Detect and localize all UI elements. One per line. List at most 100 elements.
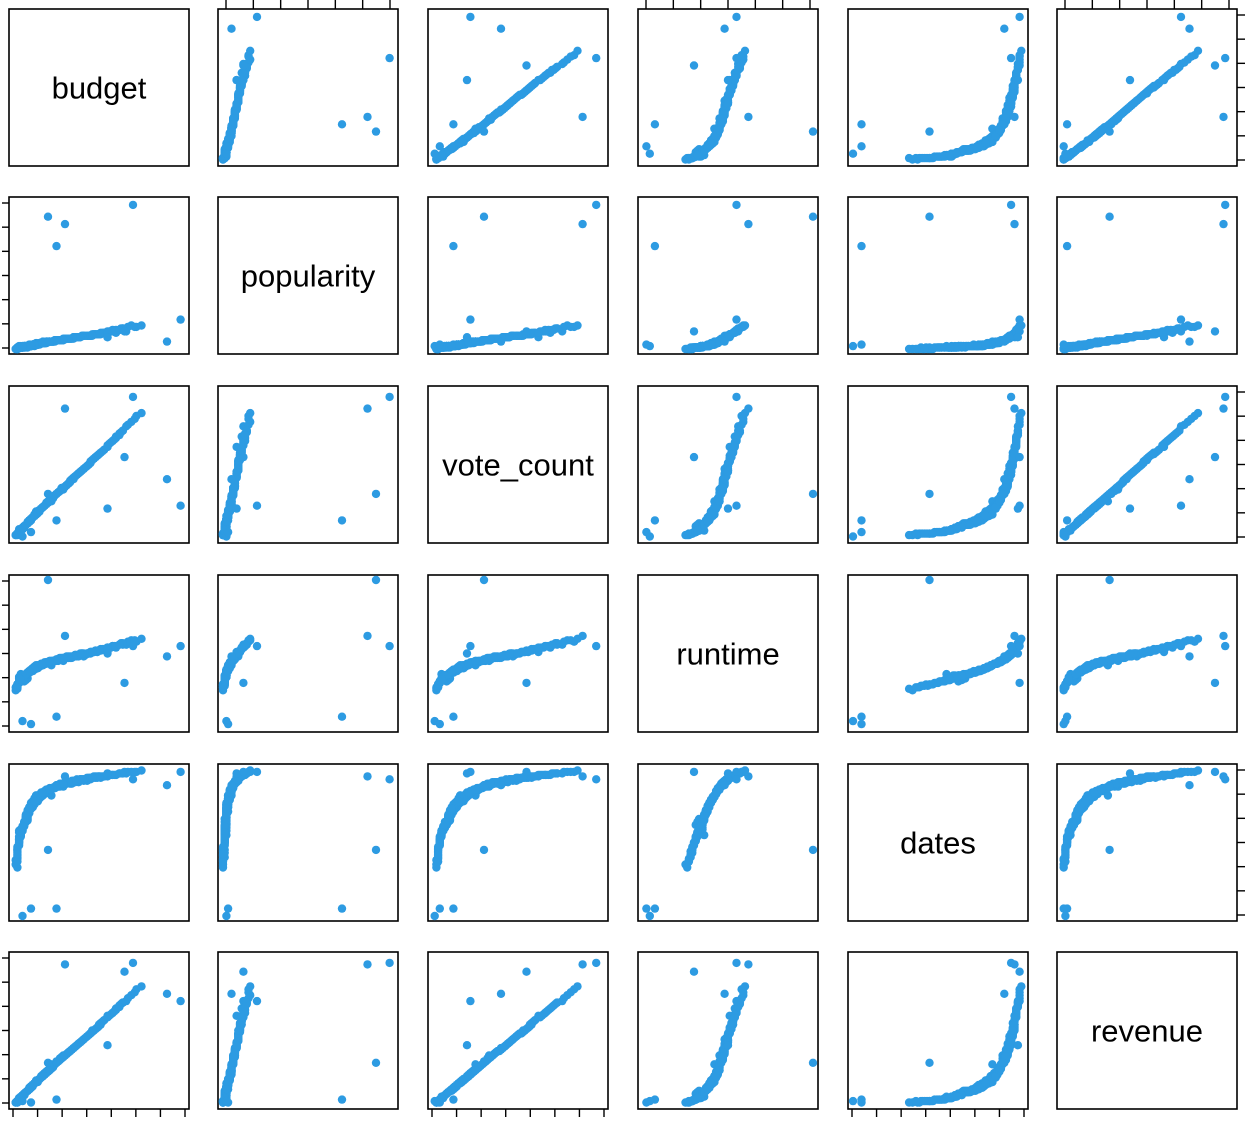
scatter-point-vote_count-vs-dates-284: [1006, 392, 1016, 402]
scatter-point-budget-vs-dates-212: [920, 153, 929, 163]
scatter-point-budget-vs-dates-274: [1006, 99, 1016, 108]
scatter-point-budget-vs-revenue-282: [1074, 143, 1084, 152]
scatter-point-vote_count-vs-popularity-257: [246, 408, 255, 418]
scatter-point-vote_count-vs-dates-279: [995, 497, 1004, 506]
scatter-point-vote_count-vs-popularity-282: [222, 517, 231, 526]
scatter-point-budget-vs-runtime-279: [715, 125, 724, 135]
scatter-point-vote_count-vs-revenue-291: [1125, 504, 1135, 513]
scatter-point-vote_count-vs-dates-287: [1010, 404, 1019, 413]
scatter-point-vote_count-vs-dates-289: [848, 532, 858, 541]
scatter-point-budget-vs-vote_count-280: [454, 139, 463, 148]
scatter-point-budget-vs-vote_count-276: [464, 131, 473, 141]
scatter-point-runtime-vs-budget-271: [115, 640, 124, 649]
scatter-point-vote_count-vs-popularity-288: [337, 516, 347, 525]
scatter-point-budget-vs-revenue-288: [1062, 120, 1072, 129]
scatter-point-vote_count-vs-runtime-273: [717, 489, 726, 499]
scatter-point-popularity-vs-runtime-287: [744, 219, 753, 229]
scatter-point-vote_count-vs-dates-274: [1006, 467, 1016, 477]
scatter-point-budget-vs-vote_count-167: [559, 58, 569, 67]
scatter-point-budget-vs-dates-279: [995, 125, 1004, 135]
scatter-point-budget-vs-runtime-282: [703, 143, 712, 152]
scatter-point-budget-vs-dates-285: [1015, 61, 1024, 70]
panel-frame-vote_count-dates: [847, 385, 1029, 544]
scatter-point-budget-vs-runtime-289: [645, 149, 654, 158]
scatter-point-budget-vs-revenue-257: [1193, 46, 1203, 55]
scatter-point-budget-vs-runtime-287: [744, 112, 753, 122]
scatter-point-budget-vs-popularity-288: [337, 120, 347, 129]
scatter-point-vote_count-vs-runtime-288: [650, 516, 660, 525]
scatter-point-vote_count-vs-revenue-257: [1193, 408, 1203, 418]
scatter-point-popularity-vs-vote_count-285: [522, 327, 531, 336]
scatter-point-budget-vs-dates-292: [1000, 24, 1009, 33]
scatter-point-budget-vs-vote_count-284: [592, 53, 601, 63]
scatter-point-budget-vs-revenue-283: [1176, 12, 1186, 22]
scatter-point-vote_count-vs-popularity-287: [363, 404, 372, 413]
scatter-point-popularity-vs-revenue-273: [1105, 336, 1114, 345]
scatter-point-vote_count-vs-dates-281: [1012, 442, 1021, 452]
scatter-point-vote_count-vs-dates-273: [998, 489, 1007, 499]
scatter-point-vote_count-vs-revenue-285: [1210, 452, 1220, 462]
scatter-point-budget-vs-revenue-291: [1125, 75, 1135, 85]
scatter-point-popularity-vs-revenue-285: [1210, 327, 1220, 336]
scatter-point-popularity-vs-dates-289: [848, 341, 858, 351]
scatter-point-popularity-vs-revenue-287: [1219, 219, 1228, 229]
scatter-point-runtime-vs-budget-277: [16, 675, 25, 685]
scatter-point-vote_count-vs-budget-271: [115, 430, 124, 440]
scatter-point-vote_count-vs-popularity-281: [237, 442, 246, 452]
scatter-point-budget-vs-dates-288: [857, 120, 866, 129]
scatter-point-vote_count-vs-budget-290: [26, 527, 36, 537]
scatter-point-vote_count-vs-budget-282: [25, 517, 34, 526]
scatter-point-runtime-vs-budget-289: [18, 716, 27, 726]
scatter-point-vote_count-vs-runtime-287: [744, 404, 753, 413]
scatter-point-vote_count-vs-revenue-280: [1081, 511, 1091, 521]
scatter-point-popularity-vs-vote_count-281: [534, 328, 543, 337]
scatter-point-budget-vs-popularity-274: [232, 99, 241, 108]
scatter-point-vote_count-vs-popularity-290: [223, 527, 233, 537]
scatter-point-popularity-vs-vote_count-288: [449, 241, 458, 251]
scatter-point-vote_count-vs-revenue-274: [1129, 467, 1138, 477]
diagonal-label-budget: budget: [52, 71, 147, 106]
scatter-point-popularity-vs-runtime-283: [732, 315, 741, 324]
scatter-point-popularity-vs-revenue-283: [1176, 315, 1186, 324]
scatter-point-popularity-vs-vote_count-283: [466, 315, 475, 324]
scatter-point-popularity-vs-budget-287: [60, 219, 70, 229]
scatter-point-vote_count-vs-revenue-207: [1187, 414, 1196, 424]
scatter-point-vote_count-vs-budget-287: [60, 404, 70, 413]
scatter-point-popularity-vs-budget-291: [103, 333, 112, 342]
scatter-point-budget-vs-dates-284: [1006, 53, 1016, 63]
scatter-point-vote_count-vs-dates-285: [1015, 452, 1024, 462]
scatter-point-vote_count-vs-popularity-286: [371, 489, 381, 499]
scatter-point-budget-vs-vote_count-277: [437, 150, 446, 160]
scatter-point-vote_count-vs-popularity-284: [385, 392, 394, 402]
scatter-point-budget-vs-vote_count-291: [462, 75, 472, 85]
scatter-point-budget-vs-vote_count-257: [573, 46, 582, 55]
scatter-point-vote_count-vs-budget-268: [59, 483, 68, 493]
scatter-point-budget-vs-revenue-207: [1187, 52, 1196, 61]
scatter-point-vote_count-vs-budget-266: [94, 450, 104, 459]
scatter-point-runtime-vs-popularity-285: [239, 678, 248, 688]
scatter-point-budget-vs-dates-277: [945, 150, 955, 160]
scatter-point-vote_count-vs-runtime-281: [730, 442, 739, 452]
scatter-point-popularity-vs-runtime-288: [650, 241, 660, 251]
scatter-point-vote_count-vs-dates-277: [945, 526, 955, 535]
scatter-point-runtime-vs-popularity-284: [385, 641, 394, 651]
scatter-point-popularity-vs-vote_count-279: [471, 337, 480, 346]
scatter-point-runtime-vs-budget-291: [103, 649, 112, 658]
scatter-point-vote_count-vs-runtime-284: [732, 392, 741, 402]
scatter-point-popularity-vs-runtime-285: [689, 327, 699, 336]
scatter-point-popularity-vs-dates-277: [945, 343, 955, 352]
scatter-point-popularity-vs-dates-288: [857, 241, 866, 251]
diagonal-label-vote_count: vote_count: [442, 448, 594, 483]
scatter-point-budget-vs-popularity-268: [229, 114, 238, 123]
scatter-point-vote_count-vs-dates-212: [920, 529, 929, 538]
scatter-point-popularity-vs-dates-286: [925, 212, 934, 221]
scatter-point-budget-vs-dates-164: [911, 153, 921, 163]
scatter-point-budget-vs-dates-289: [848, 149, 858, 158]
scatter-point-popularity-vs-revenue-281: [1158, 328, 1167, 337]
scatter-point-budget-vs-popularity-286: [371, 127, 381, 136]
scatter-point-popularity-vs-budget-286: [43, 212, 53, 221]
scatter-point-popularity-vs-vote_count-257: [573, 321, 582, 330]
scatter-point-budget-vs-revenue-289: [1061, 149, 1070, 158]
scatter-point-runtime-vs-budget-284: [128, 641, 138, 651]
